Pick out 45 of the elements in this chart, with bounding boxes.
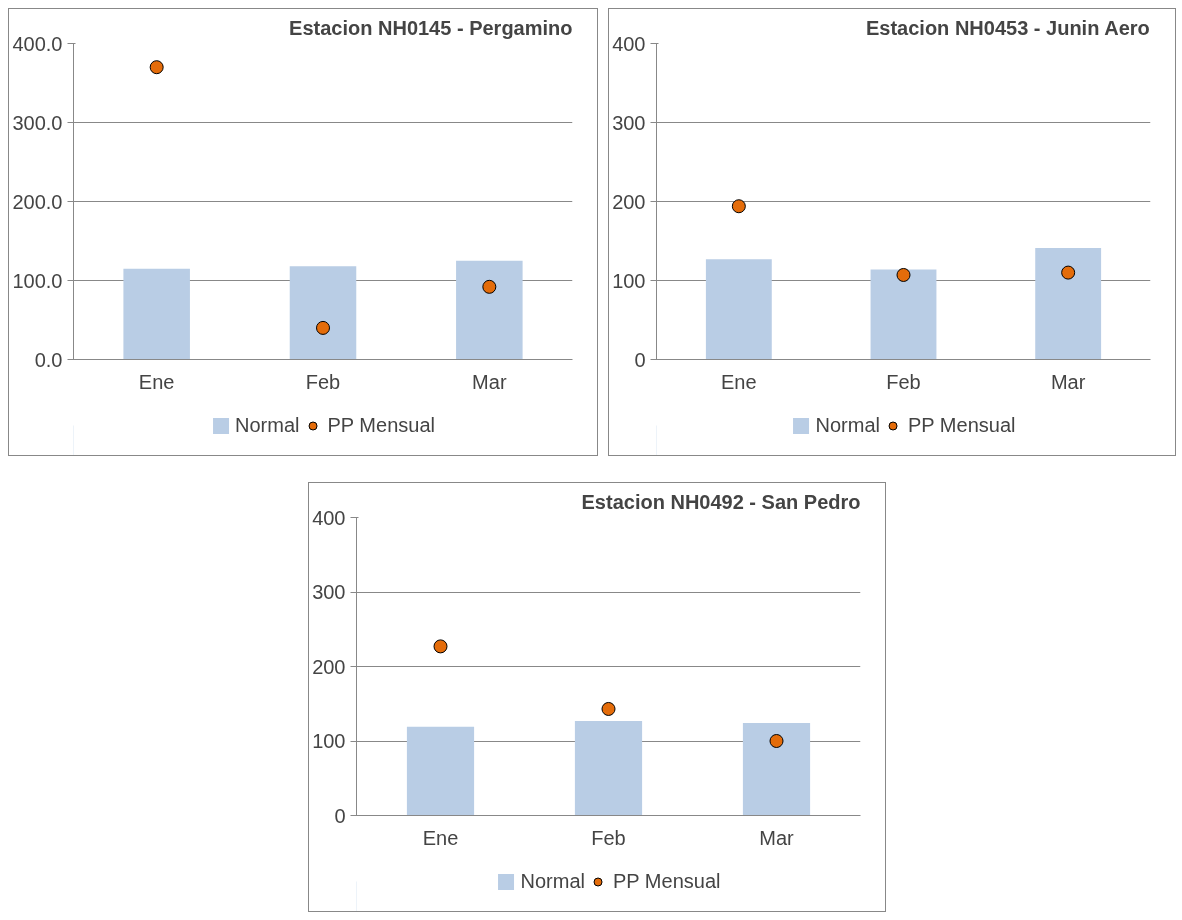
x-tick-label: Mar — [472, 370, 507, 393]
point — [316, 320, 330, 335]
point — [731, 199, 746, 214]
chart-title: Estacion NH0492 - San Pedro — [581, 490, 861, 513]
y-tick-label: 200 — [312, 655, 346, 678]
y-tick-label: 100 — [312, 730, 346, 752]
legend-label: Normal — [520, 869, 585, 893]
chart-title: Estacion NH0145 - Pergamino — [289, 16, 573, 39]
bar — [1035, 248, 1102, 360]
x-tick-label: Feb — [886, 370, 921, 393]
y-tick-label: 200 — [612, 190, 646, 213]
y-tick-label: 200.0 — [12, 190, 63, 213]
point — [149, 60, 164, 75]
bar — [870, 269, 937, 360]
x-tick-label: Ene — [721, 370, 757, 393]
y-tick-label: 100.0 — [12, 269, 63, 292]
y-tick-label: 300 — [612, 111, 646, 134]
y-tick-label: 100 — [612, 269, 646, 292]
y-tick-label: 300.0 — [12, 111, 63, 134]
legend-label: PP Mensual — [907, 413, 1016, 437]
point — [433, 639, 448, 654]
point — [482, 279, 497, 294]
point — [1061, 265, 1076, 280]
chart-title: Estacion NH0453 - Junin Aero — [865, 16, 1150, 39]
y-tick-label: 300 — [312, 581, 346, 603]
legend-label: PP Mensual — [327, 413, 435, 437]
y-tick-label: 0.0 — [34, 348, 63, 371]
y-tick-label: 0 — [334, 804, 346, 827]
point — [601, 701, 616, 716]
x-tick-label: Mar — [759, 826, 795, 849]
y-tick-label: 0 — [634, 348, 646, 371]
y-tick-label: 400 — [312, 506, 346, 529]
bar — [705, 259, 772, 360]
legend-label: Normal — [815, 413, 880, 437]
y-tick-label: 400.0 — [12, 32, 63, 55]
point — [769, 734, 784, 748]
x-tick-label: Feb — [305, 370, 341, 393]
x-tick-label: Mar — [1050, 370, 1086, 393]
x-tick-label: Feb — [591, 826, 626, 849]
y-tick-label: 400 — [612, 32, 646, 55]
legend-label: Normal — [235, 413, 300, 437]
x-tick-label: Ene — [422, 826, 459, 849]
legend-label: PP Mensual — [612, 869, 721, 893]
point — [896, 267, 911, 282]
x-tick-label: Ene — [138, 370, 175, 393]
